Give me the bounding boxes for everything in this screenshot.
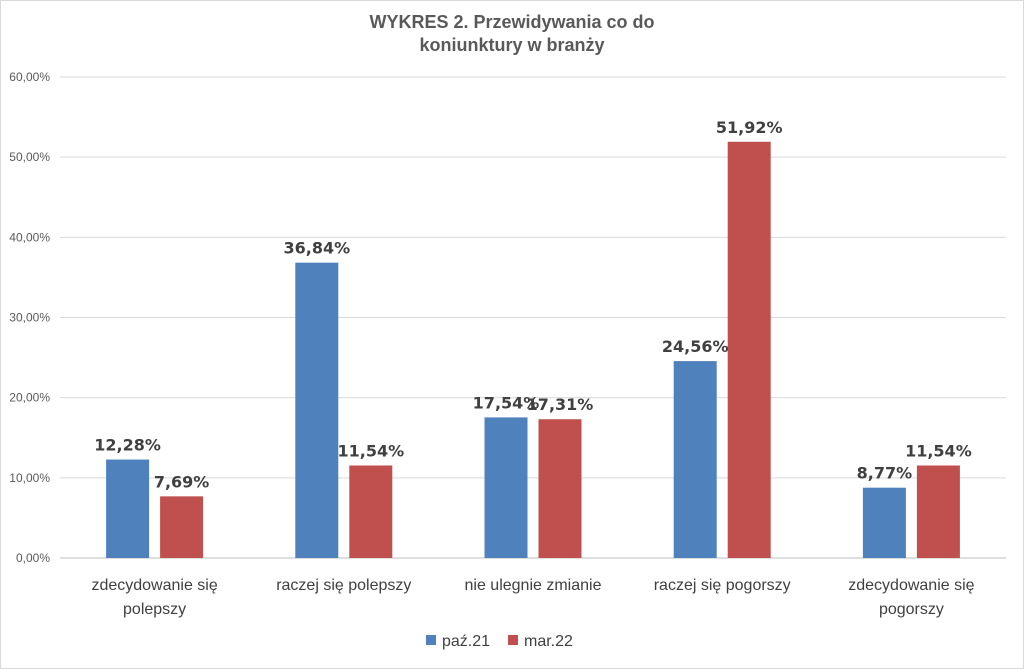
category-label: pogorszy [879,601,944,618]
category-label: zdecydowanie się [848,577,974,594]
bar-paz21-4 [673,361,717,558]
bar-paz21-3 [484,417,528,558]
bars [106,141,960,559]
legend-swatch [426,635,436,645]
data-label: 12,28% [94,436,161,455]
bar-mar22-5 [916,465,960,558]
y-tick-label: 10,00% [9,471,50,485]
legend-swatch [508,635,518,645]
bar-mar22-3 [538,419,582,558]
data-label: 24,56% [662,337,729,356]
category-label: raczej się pogorszy [654,577,791,594]
category-label: raczej się polepszy [276,577,411,594]
y-tick-label: 20,00% [9,391,50,405]
data-label: 17,31% [527,395,594,414]
y-tick-label: 50,00% [9,150,50,164]
chart-title-line-2: koniunktury w branży [419,35,604,55]
data-label: 36,84% [283,239,350,258]
y-tick-label: 0,00% [16,551,50,565]
data-label: 51,92% [716,118,783,137]
data-label: 11,54% [905,441,972,460]
data-label: 7,69% [154,472,210,491]
y-axis-tick-labels: 0,00% 10,00% 20,00% 30,00% 40,00% 50,00% 60,00… [9,70,50,565]
data-labels: 12,28% 36,84% 17,54% 24,56% 8,77% 7,69% 11,54%… [94,118,971,492]
chart-title-line-1: WYKRES 2. Przewidywania co do [369,12,654,32]
y-tick-label: 60,00% [9,70,50,84]
category-labels: zdecydowanie się polepszy raczej się polep… [91,577,974,618]
category-label: polepszy [123,601,186,618]
y-tick-label: 30,00% [9,311,50,325]
bar-mar22-2 [349,465,393,558]
legend-label: paź.21 [442,633,490,650]
category-label: zdecydowanie się [91,577,217,594]
data-label: 11,54% [337,441,404,460]
legend-item-1: paź.21 [426,633,490,650]
legend: paź.21 mar.22 [426,633,573,650]
data-label: 17,54% [473,393,540,412]
gridlines [60,76,1006,559]
y-tick-label: 40,00% [9,230,50,244]
bar-paz21-2 [295,262,339,558]
legend-label: mar.22 [524,633,573,650]
legend-item-2: mar.22 [508,633,573,650]
chart-title: WYKRES 2. Przewidywania co do koniunktury… [369,12,654,55]
bar-paz21-5 [862,487,906,558]
bar-mar22-1 [160,496,204,558]
category-label: nie ulegnie zmianie [465,577,602,594]
data-label: 8,77% [857,464,913,483]
bar-mar22-4 [727,141,771,559]
bar-paz21-1 [106,459,150,558]
